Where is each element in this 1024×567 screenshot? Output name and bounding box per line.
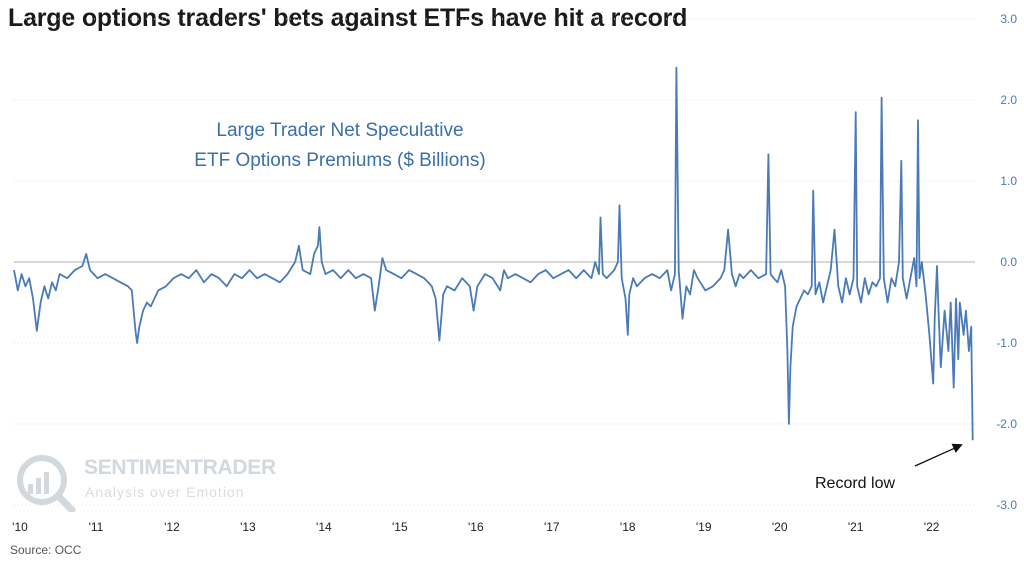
annotation-arrow-head [951,443,963,453]
annotation-group: Record low [815,443,963,492]
y-tick-label: 2.0 [1000,93,1017,107]
x-tick-label: '21 [848,520,864,534]
x-tick-label: '16 [468,520,484,534]
x-tick-label: '10 [12,520,28,534]
chart-title: Large options traders' bets against ETFs… [8,4,688,32]
inset-series-label: Large Trader Net Speculative ETF Options… [160,116,520,176]
inset-label-line-1: Large Trader Net Speculative [216,120,464,141]
annotation-arrow-shaft [914,446,957,467]
x-tick-label: '22 [924,520,940,534]
x-tick-label: '12 [164,520,180,534]
grid-lines [14,18,975,506]
magnifier-chart-logo-icon [17,455,76,514]
inset-label-line-2: ETF Options Premiums ($ Billions) [194,150,486,171]
y-tick-label: -3.0 [996,498,1017,512]
x-tick-label: '13 [240,520,256,534]
watermark-brand: SENTIMENTRADER [84,456,276,479]
x-tick-label: '18 [620,520,636,534]
series-line [13,66,974,441]
y-tick-label: 0.0 [1000,255,1017,269]
watermark-tagline: Analysis over Emotion [85,484,245,500]
x-tick-label: '19 [696,520,712,534]
x-tick-label: '17 [544,520,560,534]
y-tick-label: -1.0 [996,336,1017,350]
y-tick-label: 3.0 [1000,12,1017,26]
sentimentrader-watermark: SENTIMENTRADER Analysis over Emotion [12,452,276,514]
x-tick-label: '11 [89,520,104,534]
y-axis-ticks: 3.0 2.0 1.0 0.0 -1.0 -2.0 -3.0 [996,12,1017,512]
x-tick-label: '14 [316,520,332,534]
x-axis-ticks: '10 '11 '12 '13 '14 '15 '16 '17 '18 '19 '20 '21 '22 [12,520,940,534]
annotation-label: Record low [815,475,895,492]
x-tick-label: '15 [392,520,408,534]
series-group [13,66,974,441]
source-note: Source: OCC [10,543,82,557]
x-tick-label: '20 [772,520,788,534]
y-tick-label: 1.0 [1000,174,1017,188]
y-tick-label: -2.0 [996,417,1017,431]
